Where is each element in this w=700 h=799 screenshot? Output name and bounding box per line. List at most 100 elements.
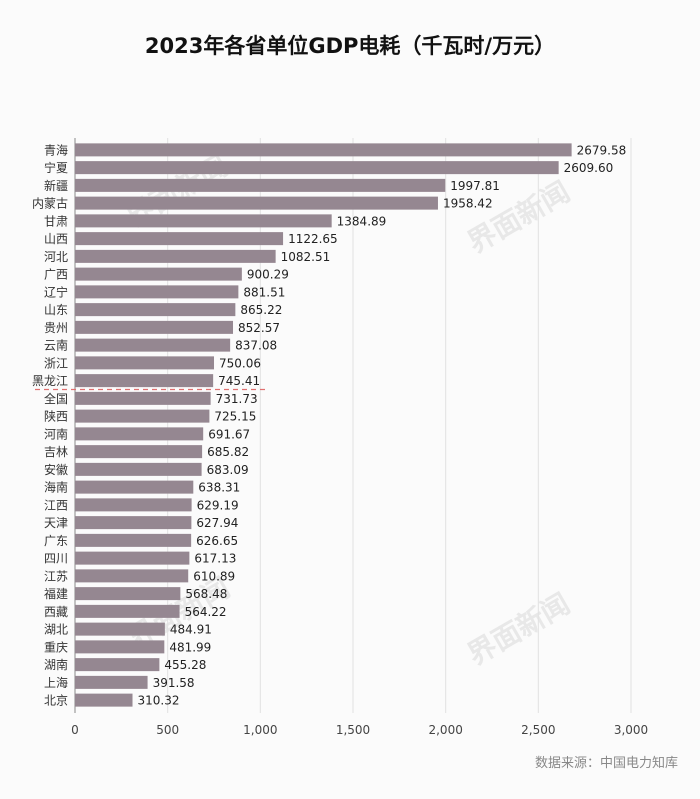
category-label: 青海 xyxy=(44,142,68,157)
value-label: 865.22 xyxy=(240,303,282,317)
bar xyxy=(75,516,192,530)
bar xyxy=(75,640,165,654)
value-label: 685.82 xyxy=(207,445,249,459)
value-label: 837.08 xyxy=(235,339,277,353)
bar xyxy=(75,303,236,317)
category-label: 甘肃 xyxy=(44,214,68,228)
value-label: 638.31 xyxy=(198,481,240,495)
category-label: 重庆 xyxy=(44,640,68,654)
category-label: 北京 xyxy=(44,694,68,708)
bar xyxy=(75,622,165,636)
value-label: 310.32 xyxy=(138,694,180,708)
value-label: 900.29 xyxy=(247,268,289,282)
category-label: 云南 xyxy=(44,338,68,353)
bar xyxy=(75,498,192,512)
x-tick-label: 500 xyxy=(156,723,179,737)
value-label: 564.22 xyxy=(185,605,227,619)
category-label: 安徽 xyxy=(44,462,68,477)
bar xyxy=(75,143,572,157)
bar xyxy=(75,658,160,672)
category-label: 贵州 xyxy=(44,321,68,335)
value-label: 691.67 xyxy=(208,427,250,441)
bar-chart: 0 500 1,000 1,500 2,000 2,500 3,000 青海 2679.58 宁夏… xyxy=(32,138,648,737)
category-label: 陕西 xyxy=(44,409,68,424)
bar xyxy=(75,533,192,547)
bar xyxy=(75,587,181,601)
value-label: 455.28 xyxy=(164,658,206,672)
bar xyxy=(75,480,194,494)
value-label: 610.89 xyxy=(193,569,235,583)
value-label: 1958.42 xyxy=(443,197,493,211)
value-label: 731.73 xyxy=(216,392,258,406)
category-label: 湖北 xyxy=(44,622,68,637)
category-label: 湖南 xyxy=(44,657,68,672)
value-label: 568.48 xyxy=(185,587,227,601)
bar xyxy=(75,445,203,459)
value-label: 1384.89 xyxy=(337,214,387,228)
x-tick-label: 2,500 xyxy=(521,723,555,737)
value-label: 1082.51 xyxy=(281,250,331,264)
bar xyxy=(75,320,234,334)
category-label: 天津 xyxy=(44,516,68,530)
category-label: 海南 xyxy=(44,480,68,495)
category-label: 河南 xyxy=(44,426,68,441)
bar xyxy=(75,409,210,423)
value-label: 391.58 xyxy=(153,676,195,690)
bar xyxy=(75,427,204,441)
bar xyxy=(75,374,214,388)
value-label: 629.19 xyxy=(197,498,239,512)
bar xyxy=(75,462,202,476)
value-label: 2679.58 xyxy=(577,143,627,157)
bar xyxy=(75,249,276,263)
bar xyxy=(75,214,332,228)
value-label: 725.15 xyxy=(214,410,256,424)
x-tick-label: 2,000 xyxy=(428,723,462,737)
category-label: 江西 xyxy=(44,498,68,512)
value-label: 2609.60 xyxy=(564,161,614,175)
category-label: 广东 xyxy=(44,534,68,548)
value-label: 484.91 xyxy=(170,623,212,637)
value-label: 683.09 xyxy=(207,463,249,477)
category-label: 宁夏 xyxy=(44,160,68,175)
value-label: 750.06 xyxy=(219,356,261,370)
x-tick-label: 1,000 xyxy=(243,723,277,737)
value-label: 481.99 xyxy=(169,640,211,654)
bar xyxy=(75,178,446,192)
bar xyxy=(75,569,189,583)
category-label: 辽宁 xyxy=(44,284,68,299)
x-tick-label: 3,000 xyxy=(614,723,648,737)
x-tick-label: 0 xyxy=(71,723,79,737)
category-label: 江苏 xyxy=(44,569,68,583)
category-label: 浙江 xyxy=(44,356,68,370)
category-label: 福建 xyxy=(44,586,68,601)
category-label: 山东 xyxy=(44,303,68,317)
bar xyxy=(75,285,239,299)
bar xyxy=(75,356,215,370)
bar xyxy=(75,196,438,210)
category-label: 河北 xyxy=(44,250,68,264)
bar xyxy=(75,604,180,618)
category-label: 内蒙古 xyxy=(32,196,68,211)
value-label: 852.57 xyxy=(238,321,280,335)
value-label: 745.41 xyxy=(218,374,260,388)
value-label: 626.65 xyxy=(196,534,238,548)
category-label: 四川 xyxy=(44,552,68,566)
category-label: 新疆 xyxy=(44,178,68,193)
category-label: 全国 xyxy=(44,391,68,406)
bar xyxy=(75,338,231,352)
category-label: 黑龙江 xyxy=(32,374,68,388)
bar xyxy=(75,267,242,281)
bar xyxy=(75,391,211,405)
category-label: 上海 xyxy=(44,675,68,690)
category-label: 山西 xyxy=(44,232,68,246)
category-label: 吉林 xyxy=(44,445,68,459)
bar xyxy=(75,551,190,565)
value-label: 627.94 xyxy=(196,516,238,530)
chart-title: 2023年各省单位GDP电耗（千瓦时/万元） xyxy=(144,34,556,58)
value-label: 1997.81 xyxy=(450,179,500,193)
bar xyxy=(75,675,148,689)
x-tick-label: 1,500 xyxy=(336,723,370,737)
value-label: 881.51 xyxy=(243,285,285,299)
category-label: 西藏 xyxy=(44,605,68,619)
bar xyxy=(75,161,559,175)
